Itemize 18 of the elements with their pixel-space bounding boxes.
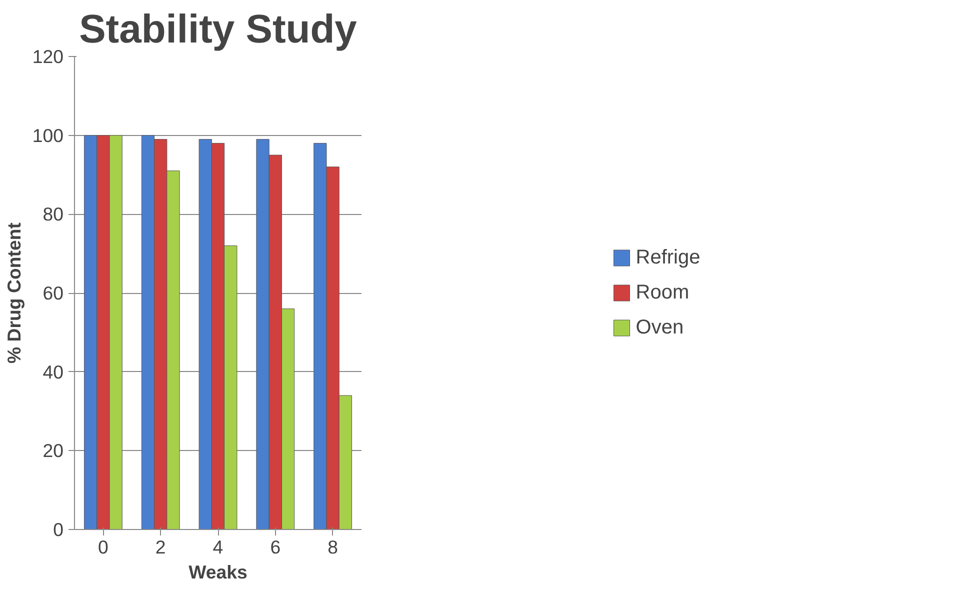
x-tick-label: 8 <box>328 536 338 558</box>
x-axis-title: Weaks <box>188 562 248 582</box>
x-tick-label: 6 <box>270 536 281 558</box>
legend-label: Refrige <box>636 246 700 269</box>
y-tick-label: 20 <box>42 440 64 462</box>
y-tick-label: 0 <box>53 519 64 540</box>
y-axis-title: % Drug Content <box>3 222 24 364</box>
y-tick-label: 80 <box>42 204 64 225</box>
x-tick-label: 0 <box>98 536 108 558</box>
chart-title: Stability Study <box>79 8 358 52</box>
y-tick-label: 100 <box>32 124 64 146</box>
legend-label: Oven <box>636 316 684 339</box>
y-tick-label: 40 <box>42 361 64 382</box>
legend-label: Room <box>636 281 690 304</box>
y-tick-label: 60 <box>42 282 64 304</box>
y-tick-label: 120 <box>32 46 64 67</box>
x-tick-label: 2 <box>155 536 166 558</box>
x-tick-label: 4 <box>212 536 224 558</box>
